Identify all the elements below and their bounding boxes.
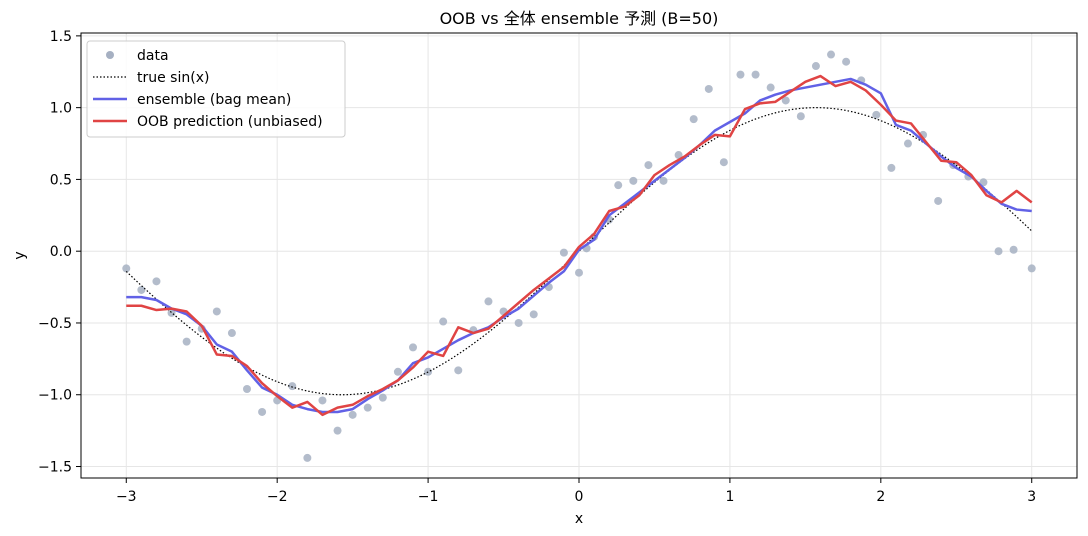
y-tick-label: 0.5 — [50, 172, 72, 188]
data-point — [514, 318, 523, 327]
chart-title: OOB vs 全体 ensemble 予測 (B=50) — [440, 9, 719, 28]
data-point — [1027, 264, 1036, 273]
data-point — [994, 247, 1003, 256]
data-point — [454, 366, 463, 375]
data-point — [689, 115, 698, 124]
data-point — [887, 163, 896, 172]
y-tick-label: 0.0 — [50, 244, 72, 260]
data-point — [409, 343, 417, 352]
data-point — [629, 176, 638, 185]
data-point — [811, 62, 820, 71]
y-tick-label: 1.0 — [50, 101, 72, 117]
data-point — [1009, 245, 1018, 254]
data-point — [796, 112, 805, 121]
data-point — [243, 385, 251, 393]
x-tick-label: −2 — [267, 489, 288, 505]
data-point — [318, 396, 327, 405]
data-point — [137, 285, 146, 294]
data-point — [674, 151, 683, 160]
data-point — [559, 248, 568, 257]
data-point — [333, 426, 342, 435]
y-tick-label: −1.5 — [38, 460, 72, 476]
data-point — [303, 453, 312, 462]
oob-line — [126, 74, 1033, 417]
data-point — [614, 181, 623, 190]
y-tick-label: −1.0 — [38, 388, 72, 404]
data-point — [827, 50, 836, 59]
x-axis-label: x — [575, 511, 583, 527]
y-tick-label: −0.5 — [38, 316, 72, 332]
data-point — [979, 178, 988, 187]
data-point — [751, 70, 760, 79]
legend-data-marker — [106, 51, 114, 59]
data-point — [766, 83, 775, 92]
data-point — [424, 367, 433, 376]
legend-oob-label: OOB prediction (unbiased) — [137, 114, 323, 130]
data-point — [212, 307, 221, 316]
data-point — [719, 158, 728, 167]
legend-true-label: true sin(x) — [137, 70, 209, 86]
data-point — [842, 57, 851, 66]
data-point — [122, 264, 131, 273]
data-point — [182, 337, 191, 346]
data-point — [903, 139, 912, 148]
plot-area — [122, 50, 1036, 462]
legend: data true sin(x) ensemble (bag mean) OOB pr… — [86, 40, 346, 138]
data-point — [439, 317, 448, 326]
x-tick-label: 1 — [725, 489, 734, 505]
data-point — [484, 297, 493, 306]
axis-ticks: −3 −2 −1 0 1 2 3 −1.5 −1.0 −0.5 0.0 0.5 1.0 1.5 — [38, 29, 1036, 505]
x-tick-label: 0 — [575, 489, 584, 505]
data-point — [227, 329, 236, 338]
x-tick-label: −3 — [116, 489, 137, 505]
data-point — [934, 196, 943, 205]
x-tick-label: 3 — [1027, 489, 1036, 505]
data-point — [393, 367, 402, 376]
legend-box — [86, 40, 346, 138]
data-point — [529, 310, 538, 319]
data-point — [736, 70, 745, 79]
data-point — [258, 407, 267, 416]
x-tick-label: −1 — [418, 489, 439, 505]
data-point — [348, 410, 357, 419]
x-tick-label: 2 — [876, 489, 885, 505]
data-point — [781, 96, 790, 105]
data-point — [872, 110, 881, 119]
data-point — [363, 403, 372, 412]
legend-data-label: data — [137, 48, 169, 64]
data-point — [152, 277, 161, 286]
y-tick-label: 1.5 — [50, 29, 72, 45]
data-point — [288, 382, 297, 391]
y-axis-label: y — [12, 251, 28, 259]
data-point — [644, 161, 653, 170]
data-point — [704, 84, 713, 93]
data-point — [659, 176, 668, 185]
legend-ensemble-label: ensemble (bag mean) — [137, 92, 291, 108]
data-point — [378, 393, 387, 402]
data-point — [575, 268, 583, 277]
